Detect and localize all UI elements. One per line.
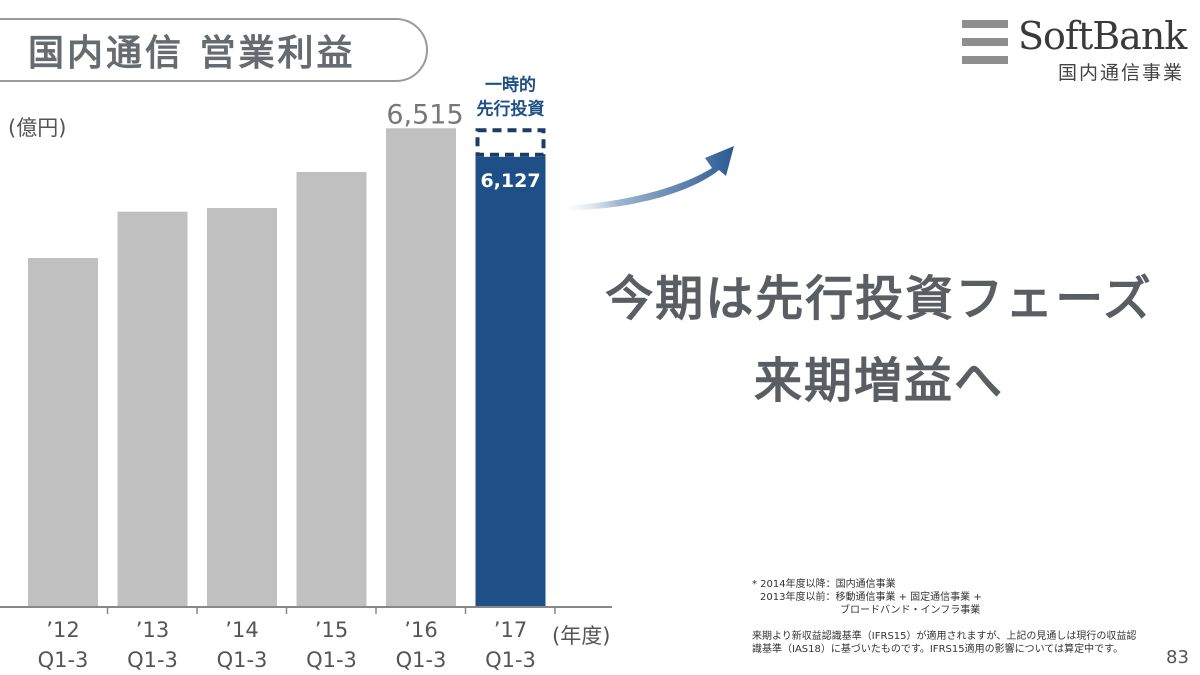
dashed-investment-box [475,128,546,157]
page-title: 国内通信 営業利益 [28,33,356,74]
annotation-line-2: 先行投資 [477,98,545,119]
x-tick-label-period-1: Q1-3 [127,648,178,672]
footnote-ifrs: 来期より新収益認識基準（IFRS15）が適用されますが、上記の見通しは現行の収益… [752,631,1137,655]
page-number: 83 [1166,647,1189,668]
data-label-5: 6,127 [480,170,540,192]
logo-subtitle: 国内通信事業 [1057,62,1184,84]
footnote-line-1: * 2014年度以降：国内通信事業 [752,579,896,590]
x-unit-label: (年度) [552,624,611,648]
footnote-segments: * 2014年度以降：国内通信事業 2013年度以前：移動通信事業 + 固定通信… [752,578,1132,617]
data-label-4: 6,515 [386,99,463,130]
bar-0 [28,257,98,607]
x-tick-label-year-1: ’13 [136,618,169,642]
annotation-line-1: 一時的 [485,74,536,95]
logo-bar-top [962,20,1008,28]
x-tick-label-period-5: Q1-3 [485,648,536,672]
growth-arrow-icon [556,146,734,211]
bar-4 [386,128,456,607]
softbank-logo: SoftBank 国内通信事業 [962,14,1187,84]
x-tick-label-period-3: Q1-3 [306,648,357,672]
footnote-line-2: 2013年度以前：移動通信事業 + 固定通信事業 + [760,592,982,603]
headline-line-1: 今期は先行投資フェーズ [605,271,1153,327]
x-tick-label-year-0: ’12 [46,618,79,642]
x-tick-label-period-2: Q1-3 [217,648,268,672]
x-tick-label-year-2: ’14 [225,618,258,642]
title-pill [0,18,428,82]
y-unit-label: (億円) [8,116,67,140]
x-tick-label-year-4: ’16 [404,618,437,642]
bar-5 [475,156,546,607]
x-tick-label-period-0: Q1-3 [38,648,89,672]
x-tick-label-period-4: Q1-3 [396,648,447,672]
bar-2 [207,208,277,607]
headline: 今期は先行投資フェーズ 来期増益へ [574,258,1184,422]
x-tick-label-year-5: ’17 [494,618,527,642]
logo-bar-bottom [962,56,1008,64]
headline-line-2: 来期増益へ [753,353,1004,409]
bar-3 [296,172,367,607]
bar-1 [117,211,188,607]
x-tick-label-year-3: ’15 [315,618,348,642]
footnote-line-3: ブロードバンド・インフラ事業 [840,605,981,616]
logo-name: SoftBank [1018,14,1187,58]
logo-bar-middle [962,38,1008,46]
